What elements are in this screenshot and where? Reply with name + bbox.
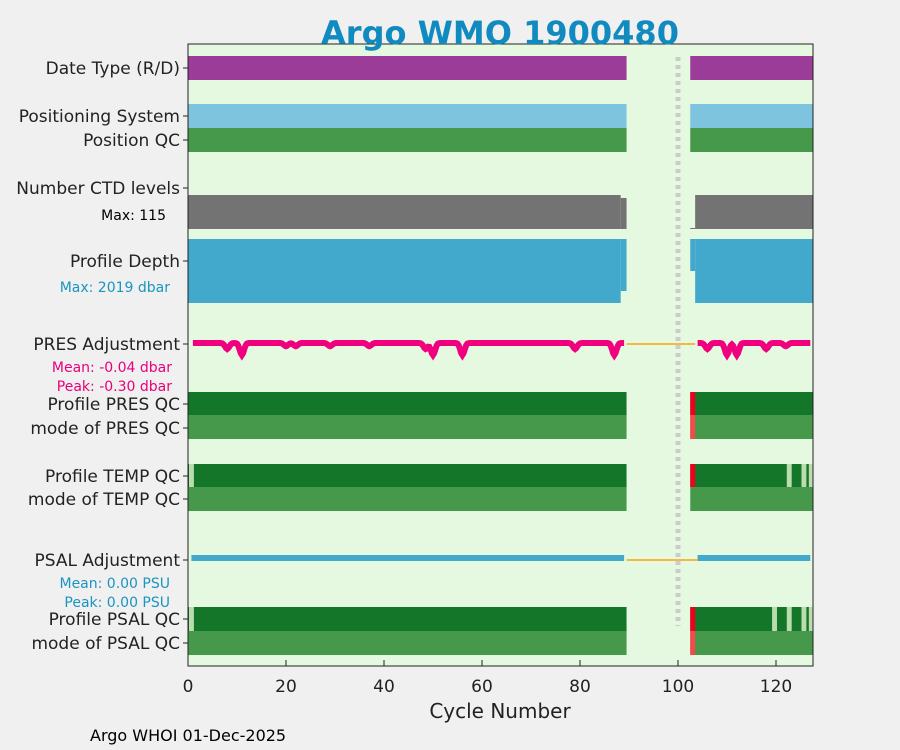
y-axis-label: Number CTD levels [16,179,180,199]
y-axis-label: Profile Depth [70,252,180,272]
temp-qc-probable-cell [786,464,792,487]
ctd-levels-bar [695,195,813,229]
psal-qc-probable-cell [772,607,777,631]
psal-qc-probable-cell [801,607,807,631]
y-axis-label: mode of PSAL QC [31,634,180,654]
mode-pres-qc-bar [188,415,627,439]
chart-title: Argo WMO 1900480 [321,14,679,52]
y-axis-label: Profile TEMP QC [45,467,180,487]
x-tick-label: 60 [471,677,493,697]
temp-qc-bad-cell [690,464,696,487]
y-axis-label: Mean: 0.00 PSU [59,576,170,592]
temp-qc-probable-cell [808,464,813,487]
profile-depth-bar [620,239,627,291]
position-qc-bar [690,128,813,152]
y-axis-label: Peak: -0.30 dbar [57,379,172,395]
profile-depth-bar [690,239,696,271]
y-axis-label: Peak: 0.00 PSU [64,595,170,611]
temp-qc-probable-cell [801,464,807,487]
y-axis-label: Date Type (R/D) [46,59,180,79]
mode-temp-qc-bar [690,487,813,511]
temp-qc-probable-cell [188,464,194,487]
psal-qc-bad-cell [690,607,696,631]
mode-psal-qc-bar [188,631,627,655]
y-axis-label: Position QC [83,131,180,151]
profile-depth-bar [188,239,621,303]
positioning-system-bar [188,104,627,128]
footer-credit: Argo WHOI 01-Dec-2025 [90,726,286,745]
psal-qc-probable-cell [786,607,792,631]
y-axis-label: PRES Adjustment [33,335,180,355]
y-axis-label: Profile PSAL QC [49,610,180,630]
x-tick-label: 100 [662,677,694,697]
date-type-bar [690,56,813,80]
x-tick-label: 0 [183,677,194,697]
x-tick-label: 40 [373,677,395,697]
plot-frame [187,43,814,667]
x-axis-label: Cycle Number [429,699,571,723]
ctd-levels-bar [690,228,696,229]
profile-pres-qc-bar [188,392,627,415]
pres-adjustment-line [192,339,625,361]
y-axis-label: Max: 115 [101,208,166,224]
positioning-system-bar [690,104,813,128]
psal-qc-probable-cell [188,607,194,631]
pres-mode-bad-cell [690,415,696,439]
y-axis-label: Positioning System [19,107,180,127]
y-axis-label: mode of PRES QC [30,419,180,439]
x-tick-label: 120 [760,677,792,697]
profile-temp-qc-bar [690,464,813,487]
y-axis-label: PSAL Adjustment [35,551,181,571]
psal-mode-bad-cell [690,631,696,655]
position-qc-bar [188,128,627,152]
mode-temp-qc-bar [188,487,627,511]
x-tick-label: 20 [275,677,297,697]
y-axis-label: Mean: -0.04 dbar [52,360,172,376]
mode-pres-qc-bar [690,415,813,439]
y-axis-label: mode of TEMP QC [28,490,180,510]
profile-psal-qc-bar [188,607,627,631]
y-axis-label: Max: 2019 dbar [60,280,171,296]
date-type-bar [188,56,627,80]
pres-adjustment-line [697,340,811,361]
mode-psal-qc-bar [690,631,813,655]
profile-temp-qc-bar [188,464,627,487]
ctd-levels-bar [188,195,621,229]
ctd-levels-bar [620,198,627,229]
profile-psal-qc-bar [690,607,813,631]
pres-qc-bad-cell [690,392,696,415]
x-tick-label: 80 [569,677,591,697]
profile-pres-qc-bar [690,392,813,415]
y-axis-label: Profile PRES QC [47,395,180,415]
psal-qc-probable-cell [808,607,813,631]
profile-depth-bar [695,239,813,303]
